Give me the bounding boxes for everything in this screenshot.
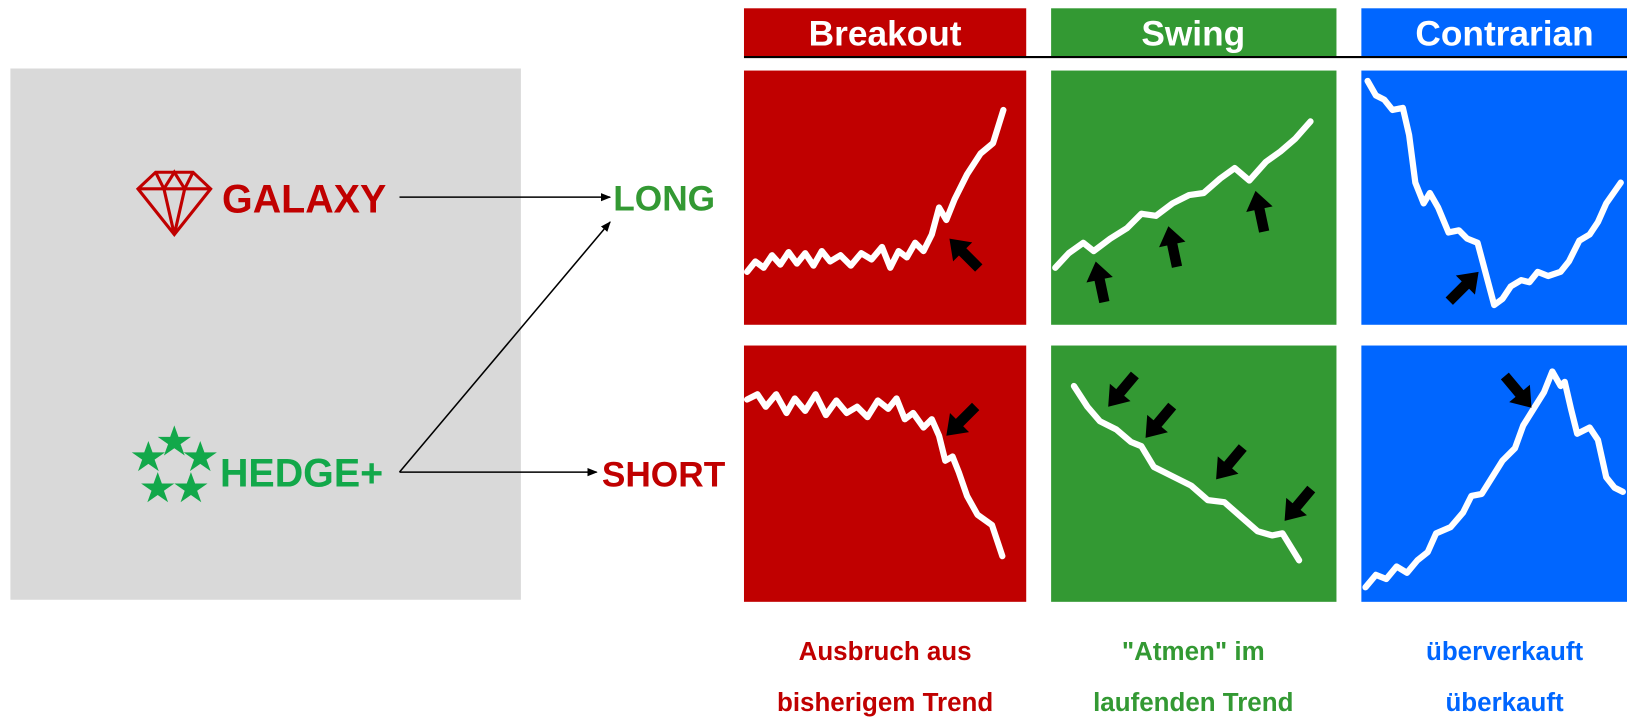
header-bar: [743, 8, 1027, 58]
caption: laufenden Trend: [1093, 689, 1293, 717]
chart-panel: [1051, 70, 1337, 325]
connector: [398, 221, 611, 473]
direction: SHORT: [602, 456, 726, 495]
caption: "Atmen" im: [1122, 638, 1265, 666]
trend-line: [1364, 77, 1624, 309]
trend-line: [1070, 382, 1303, 564]
product-panel: [10, 68, 521, 600]
caption: bisherigem Trend: [777, 689, 993, 717]
strategy-title: Swing: [1141, 15, 1245, 54]
chart-panel: [1051, 345, 1337, 602]
strategy-title: Breakout: [809, 15, 962, 54]
header-bar: [1361, 8, 1627, 58]
strategy-title: Contrarian: [1415, 15, 1593, 54]
caption: überverkauft: [1426, 638, 1583, 666]
header-bar: [1051, 8, 1337, 58]
chart-panel: [743, 345, 1027, 602]
caption: Ausbruch aus: [799, 638, 972, 666]
trend-line: [743, 391, 1006, 560]
galaxy-icon: [135, 169, 213, 238]
trend-line: [743, 106, 1007, 275]
product-name: HEDGE+: [220, 452, 383, 496]
direction: LONG: [613, 180, 715, 219]
trend-line: [1362, 368, 1626, 591]
chart-panel: [743, 70, 1027, 325]
product-name: GALAXY: [222, 178, 386, 222]
hedge-icon: [131, 425, 217, 503]
trend-line: [1052, 118, 1314, 271]
caption: überkauft: [1445, 689, 1564, 717]
